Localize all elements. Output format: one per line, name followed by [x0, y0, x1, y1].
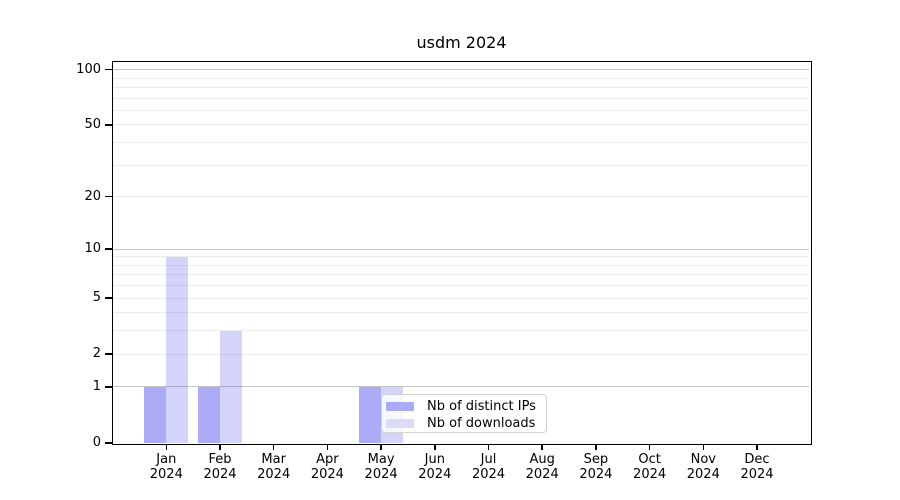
bar-distinct-ips [198, 386, 220, 443]
x-tick-year: 2024 [525, 467, 559, 482]
y-tick [105, 195, 113, 198]
y-tick-label: 100 [76, 61, 101, 77]
y-tick [105, 124, 113, 126]
x-tick-month: Feb [208, 452, 232, 467]
legend-item-downloads: Nb of downloads [386, 416, 546, 432]
y-gridline-minor [113, 77, 809, 79]
y-gridline-minor [113, 285, 809, 287]
x-tick-month: Sep [583, 452, 609, 467]
x-tick-label: Nov 2024 [673, 452, 733, 482]
y-gridline-major [113, 69, 809, 71]
y-tick [105, 297, 113, 299]
x-tick-month: Jan [156, 452, 177, 467]
x-tick [541, 444, 543, 450]
bar-distinct-ips [359, 386, 382, 443]
y-gridline-minor [113, 97, 809, 99]
x-tick [219, 444, 221, 450]
y-gridline-minor [113, 353, 809, 355]
y-gridline-minor [113, 109, 809, 111]
y-gridline-minor [113, 264, 809, 266]
bar-downloads [166, 256, 189, 443]
x-tick-label: Dec 2024 [727, 452, 787, 482]
bar-distinct-ips [144, 386, 167, 443]
x-tick-year: 2024 [579, 467, 613, 482]
x-tick-month: Dec [744, 452, 770, 467]
x-tick-month: Mar [261, 452, 286, 467]
y-tick-label: 5 [92, 290, 101, 306]
x-tick-year: 2024 [310, 467, 344, 482]
y-gridline-minor [113, 312, 809, 314]
x-tick-month: Nov [690, 452, 716, 467]
x-tick-label: Jan 2024 [136, 452, 196, 482]
x-tick-label: Mar 2024 [244, 452, 304, 482]
plot-area [111, 60, 812, 445]
x-tick [648, 444, 651, 450]
x-tick [595, 444, 597, 450]
x-tick [702, 444, 705, 450]
legend-swatch-downloads [386, 419, 414, 428]
x-tick-label: Feb 2024 [190, 452, 250, 482]
y-tick-label: 10 [84, 241, 101, 256]
x-tick-year: 2024 [203, 467, 237, 482]
y-tick [105, 386, 113, 388]
y-tick [105, 442, 113, 444]
x-tick [487, 444, 490, 450]
x-tick-label: Aug 2024 [512, 452, 572, 482]
x-tick [326, 444, 329, 450]
bar-downloads [220, 330, 242, 443]
legend: Nb of distinct IPs Nb of downloads [381, 394, 547, 433]
y-gridline-major [113, 386, 809, 388]
x-tick-year: 2024 [633, 467, 667, 482]
chart-title: usdm 2024 [416, 33, 507, 52]
y-tick-label: 2 [92, 346, 101, 362]
x-tick-label: Sep 2024 [566, 452, 626, 482]
legend-item-distinct-ips: Nb of distinct IPs [386, 399, 546, 415]
x-tick-year: 2024 [740, 467, 774, 482]
y-tick-label: 1 [92, 378, 101, 394]
y-gridline-minor [113, 196, 809, 198]
legend-swatch-distinct-ips [386, 402, 414, 411]
y-tick [105, 353, 113, 355]
x-tick-year: 2024 [418, 467, 452, 482]
x-tick-year: 2024 [149, 467, 183, 482]
x-tick-month: Jul [480, 452, 497, 467]
x-tick-year: 2024 [257, 467, 291, 482]
x-tick-year: 2024 [471, 467, 506, 482]
x-tick [756, 444, 758, 450]
y-gridline-minor [113, 124, 809, 126]
x-tick-label: Jul 2024 [459, 452, 519, 482]
x-tick-label: May 2024 [351, 452, 411, 482]
y-tick-label: 0 [92, 435, 101, 450]
x-tick-month: May [367, 452, 395, 467]
x-tick-label: Oct 2024 [620, 452, 680, 482]
x-tick-year: 2024 [686, 467, 720, 482]
x-tick-month: Oct [638, 452, 661, 467]
x-tick [272, 444, 275, 450]
x-tick [434, 444, 436, 450]
y-tick-label: 20 [84, 188, 101, 204]
legend-label-downloads: Nb of downloads [427, 415, 536, 431]
y-gridline-minor [113, 164, 809, 166]
y-gridline-minor [113, 330, 809, 332]
x-tick-label: Apr 2024 [297, 452, 357, 482]
y-tick [105, 248, 113, 250]
x-tick-label: Jun 2024 [405, 452, 465, 482]
y-tick [105, 68, 113, 71]
x-tick [165, 444, 168, 450]
x-tick-month: Jun [424, 452, 445, 467]
y-gridline-minor [113, 274, 809, 276]
y-gridline-minor [113, 142, 809, 144]
x-tick-month: Apr [316, 452, 339, 467]
y-gridline-minor [113, 86, 809, 88]
y-tick-label: 50 [84, 116, 101, 132]
y-gridline-minor [113, 297, 809, 299]
x-tick-month: Aug [529, 452, 555, 467]
x-tick [380, 444, 382, 450]
y-gridline-major [113, 248, 809, 250]
y-gridline-minor [113, 256, 809, 258]
x-tick-year: 2024 [364, 467, 398, 482]
legend-label-distinct-ips: Nb of distinct IPs [427, 398, 536, 414]
